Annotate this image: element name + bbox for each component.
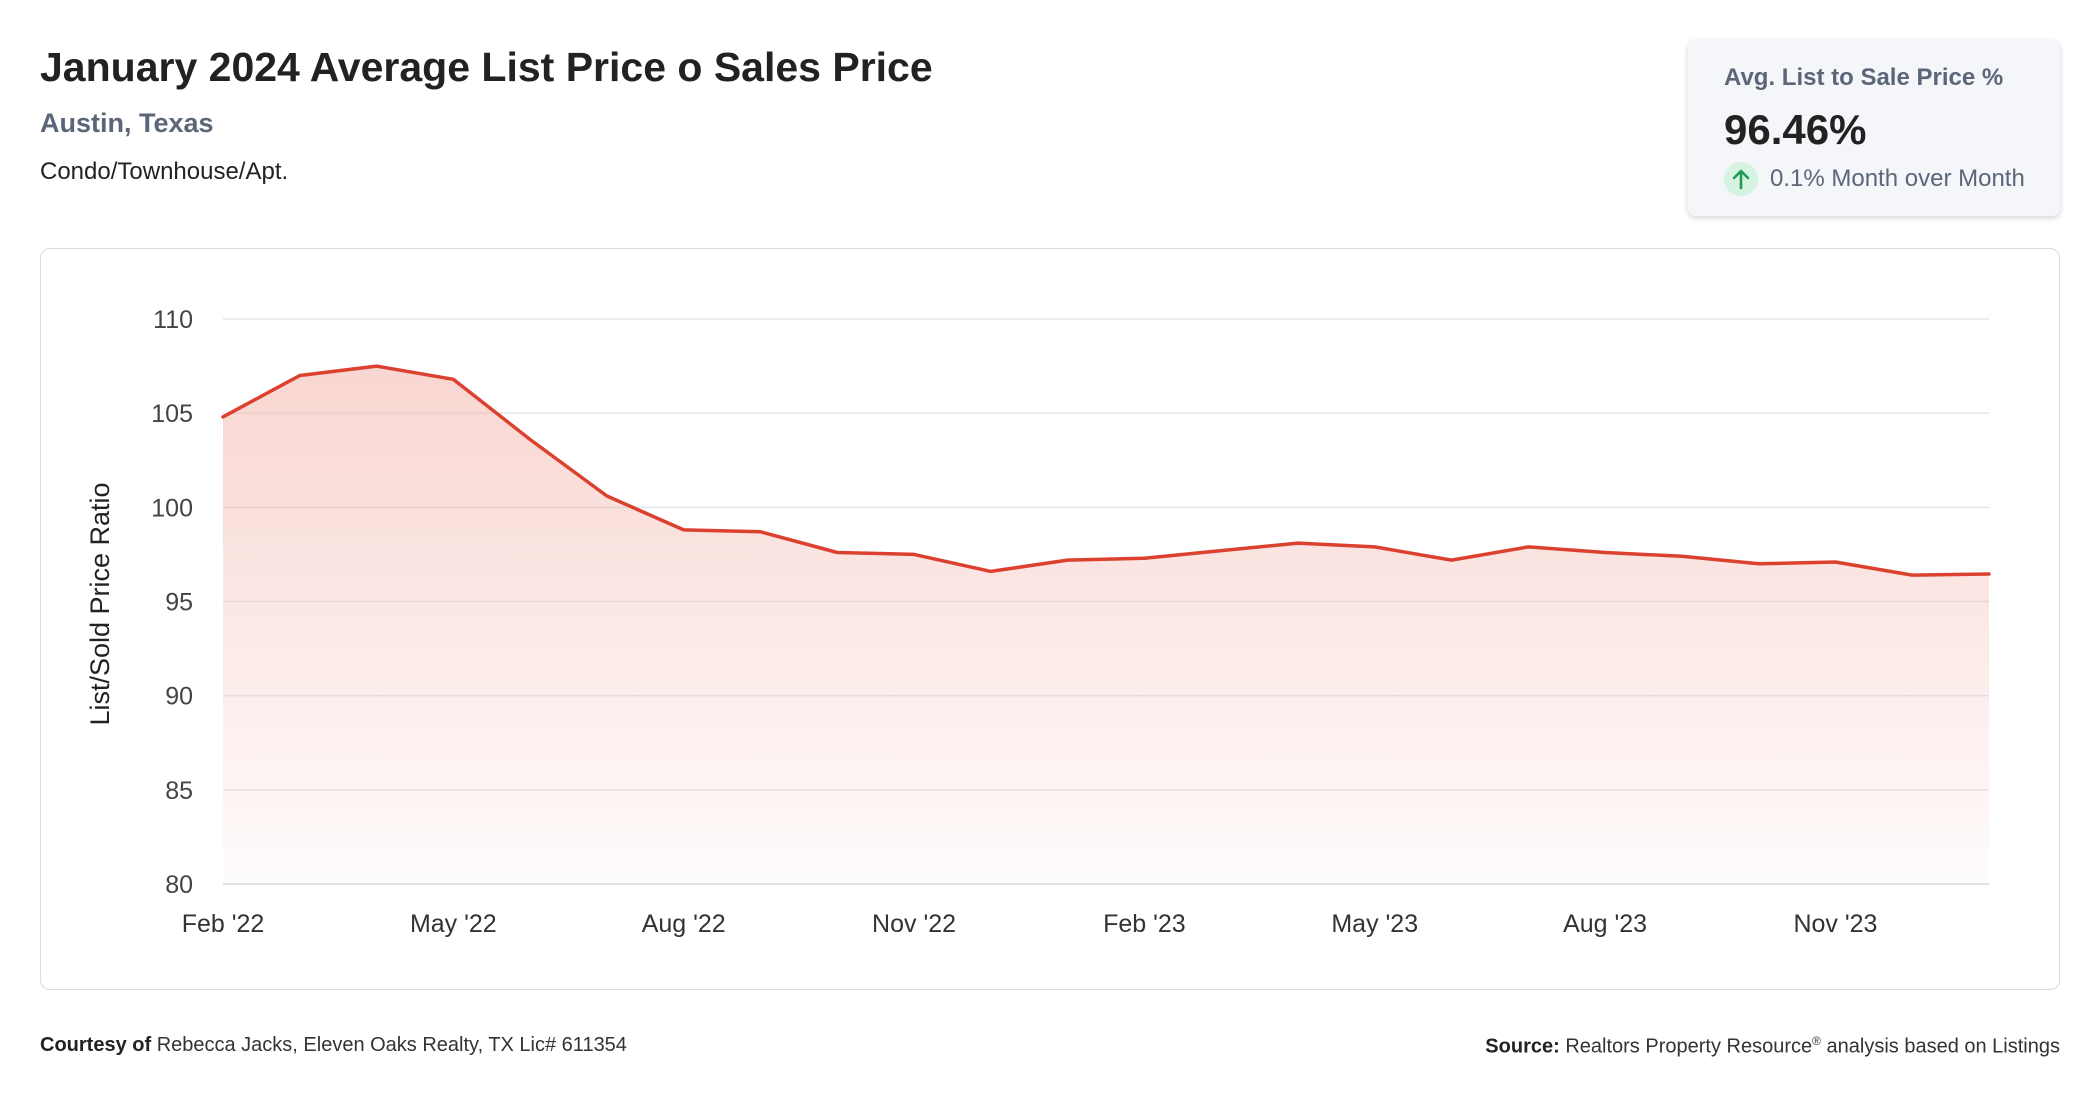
kpi-label: Avg. List to Sale Price % — [1724, 64, 2004, 91]
y-tick-label: 95 — [165, 589, 193, 617]
y-tick-label: 90 — [165, 683, 193, 711]
arrow-up-icon — [1724, 162, 1758, 196]
location-subtitle: Austin, Texas — [40, 108, 214, 138]
y-tick-label: 100 — [151, 494, 193, 522]
x-tick-label: Aug '23 — [1563, 910, 1647, 938]
courtesy-footer: Courtesy of Rebecca Jacks, Eleven Oaks R… — [40, 1034, 627, 1057]
list-sold-ratio-chart: 110 105 100 95 90 85 80 Feb '22 May '22 Aug '22 N… — [85, 306, 1991, 938]
property-type-label: Condo/Townhouse/Apt. — [40, 158, 289, 185]
source-footer: Source: Realtors Property Resource® anal… — [1485, 1034, 2060, 1059]
series-line — [221, 364, 1991, 577]
area-fill — [223, 366, 1989, 885]
x-tick-label: Feb '22 — [182, 910, 265, 938]
source-label: Source: — [1485, 1035, 1560, 1058]
kpi-change: 0.1% Month over Month — [1724, 162, 2025, 196]
x-tick-label: Nov '23 — [1793, 910, 1877, 938]
page-title: January 2024 Average List Price o Sales … — [40, 44, 933, 90]
x-tick-label: Aug '22 — [642, 910, 726, 938]
chart-panel: 110 105 100 95 90 85 80 Feb '22 May '22 Aug '22 N… — [40, 248, 2060, 990]
courtesy-label: Courtesy of — [40, 1034, 152, 1056]
y-axis-label: List/Sold Price Ratio — [85, 482, 115, 725]
x-tick-label: Nov '22 — [872, 910, 956, 938]
x-tick-label: Feb '23 — [1103, 910, 1186, 938]
y-tick-label: 105 — [151, 400, 193, 428]
y-tick-label: 110 — [153, 306, 193, 334]
kpi-card: Avg. List to Sale Price % 96.46% 0.1% Mo… — [1688, 40, 2060, 216]
x-tick-label: May '22 — [410, 910, 497, 938]
x-tick-label: May '23 — [1331, 910, 1418, 938]
source-text: Realtors Property Resource — [1565, 1035, 1813, 1058]
y-tick-label: 80 — [165, 871, 193, 899]
kpi-change-text: 0.1% Month over Month — [1770, 165, 2025, 192]
courtesy-text: Rebecca Jacks, Eleven Oaks Realty, TX Li… — [156, 1034, 627, 1056]
source-text-end: analysis based on Listings — [1820, 1035, 2061, 1058]
registered-mark: ® — [1812, 1034, 1821, 1048]
y-tick-label: 85 — [165, 777, 193, 805]
kpi-value: 96.46% — [1724, 106, 1867, 153]
